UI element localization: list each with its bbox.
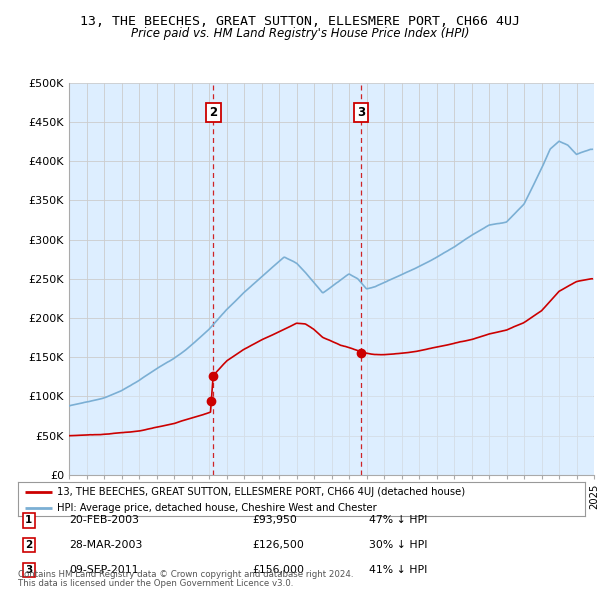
Text: 20-FEB-2003: 20-FEB-2003 — [69, 516, 139, 525]
Text: This data is licensed under the Open Government Licence v3.0.: This data is licensed under the Open Gov… — [18, 579, 293, 588]
Text: 2: 2 — [209, 106, 217, 119]
Text: 3: 3 — [25, 565, 32, 575]
Text: 1: 1 — [25, 516, 32, 525]
Text: £156,000: £156,000 — [252, 565, 304, 575]
Text: Contains HM Land Registry data © Crown copyright and database right 2024.: Contains HM Land Registry data © Crown c… — [18, 571, 353, 579]
Text: Price paid vs. HM Land Registry's House Price Index (HPI): Price paid vs. HM Land Registry's House … — [131, 27, 469, 40]
Text: 47% ↓ HPI: 47% ↓ HPI — [369, 516, 427, 525]
Text: 3: 3 — [357, 106, 365, 119]
Text: 2: 2 — [25, 540, 32, 550]
Text: £93,950: £93,950 — [252, 516, 297, 525]
Text: 13, THE BEECHES, GREAT SUTTON, ELLESMERE PORT, CH66 4UJ (detached house): 13, THE BEECHES, GREAT SUTTON, ELLESMERE… — [56, 487, 464, 497]
Text: 13, THE BEECHES, GREAT SUTTON, ELLESMERE PORT, CH66 4UJ: 13, THE BEECHES, GREAT SUTTON, ELLESMERE… — [80, 15, 520, 28]
Text: 41% ↓ HPI: 41% ↓ HPI — [369, 565, 427, 575]
Text: 09-SEP-2011: 09-SEP-2011 — [69, 565, 139, 575]
Text: HPI: Average price, detached house, Cheshire West and Chester: HPI: Average price, detached house, Ches… — [56, 503, 376, 513]
Text: 28-MAR-2003: 28-MAR-2003 — [69, 540, 142, 550]
Text: £126,500: £126,500 — [252, 540, 304, 550]
Text: 30% ↓ HPI: 30% ↓ HPI — [369, 540, 427, 550]
